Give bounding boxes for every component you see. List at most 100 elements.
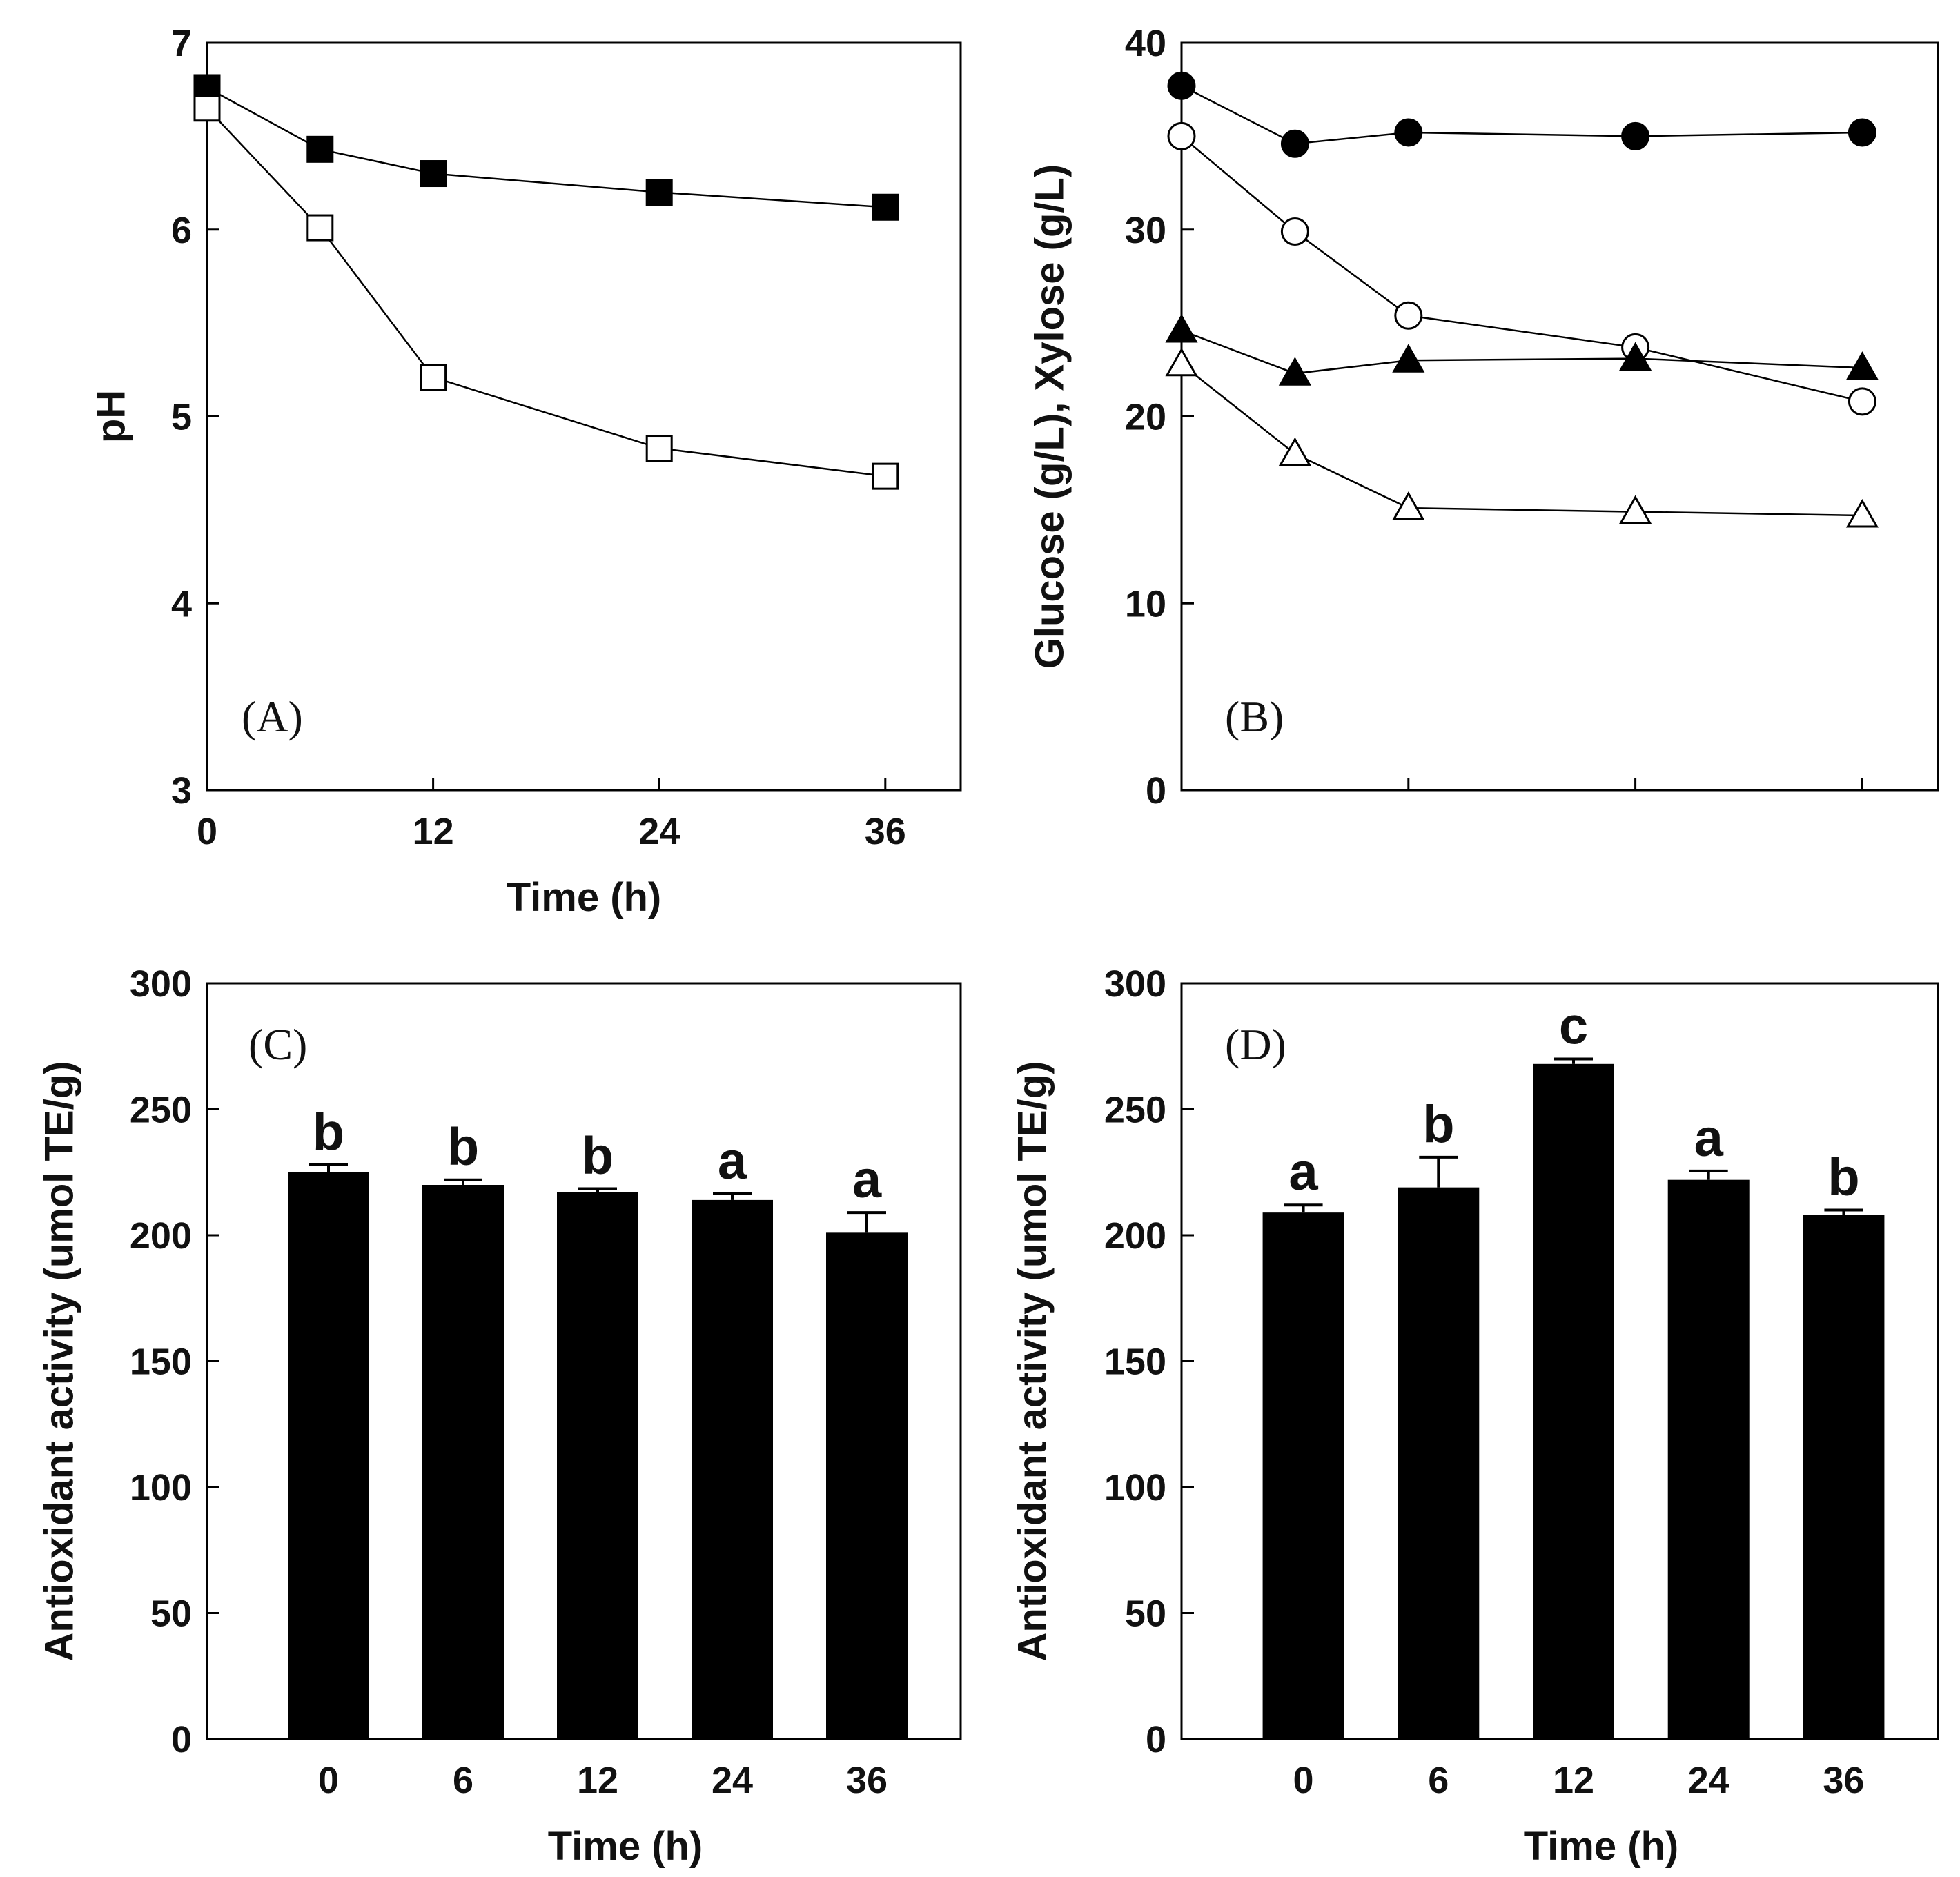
y-axis-title: Antioxidant activity (umol TE/g) xyxy=(1010,1061,1055,1661)
data-point-triangle xyxy=(1619,342,1652,371)
panel-label: (A) xyxy=(242,692,303,741)
series-line xyxy=(1181,329,1863,375)
significance-letter: b xyxy=(1422,1095,1454,1154)
data-point-circle xyxy=(1848,118,1876,147)
data-point-square xyxy=(306,135,334,163)
y-tick-label: 6 xyxy=(171,210,192,251)
bar xyxy=(422,1185,504,1739)
y-tick-label: 3 xyxy=(171,770,192,812)
y-tick-label: 30 xyxy=(1125,210,1166,251)
y-tick-label: 100 xyxy=(130,1467,192,1509)
bar xyxy=(1533,1063,1614,1739)
data-point-triangle xyxy=(1845,498,1879,528)
y-tick-label: 10 xyxy=(1125,583,1166,625)
bar xyxy=(557,1192,638,1739)
x-axis-title: Time (h) xyxy=(548,1824,703,1869)
x-tick-label: 0 xyxy=(197,811,217,852)
series-line xyxy=(1181,85,1863,145)
y-tick-label: 0 xyxy=(171,1719,192,1760)
significance-letter: a xyxy=(1288,1143,1318,1201)
y-tick-label: 7 xyxy=(171,23,192,64)
bar xyxy=(692,1199,773,1739)
x-tick-label: 12 xyxy=(1553,1760,1594,1801)
x-tick-label: 24 xyxy=(638,811,680,852)
y-tick-label: 5 xyxy=(171,397,192,438)
data-point-triangle xyxy=(1619,495,1652,524)
data-point-circle xyxy=(1167,71,1196,100)
bar xyxy=(1398,1187,1480,1739)
series-line xyxy=(1181,135,1863,403)
panel-label: (C) xyxy=(248,1020,307,1069)
data-point-square xyxy=(420,364,447,391)
y-axis-title: pH xyxy=(88,390,133,443)
significance-letter: a xyxy=(852,1150,882,1209)
bar xyxy=(826,1232,908,1739)
significance-letter: b xyxy=(447,1118,479,1177)
y-tick-label: 50 xyxy=(1125,1593,1166,1635)
y-tick-label: 150 xyxy=(1104,1342,1166,1383)
series-line xyxy=(1181,363,1863,517)
y-tick-label: 300 xyxy=(1104,963,1166,1005)
y-axis-title: Glucose (g/L), Xylose (g/L) xyxy=(1027,164,1072,669)
significance-letter: c xyxy=(1559,997,1588,1056)
data-point-triangle xyxy=(1392,344,1425,373)
series-filled-square xyxy=(193,74,899,221)
y-tick-label: 4 xyxy=(171,583,192,625)
y-tick-label: 250 xyxy=(1104,1090,1166,1131)
data-point-triangle xyxy=(1278,437,1311,466)
x-tick-label: 0 xyxy=(1293,1760,1314,1801)
data-point-circle xyxy=(1394,118,1423,147)
significance-letter: b xyxy=(1827,1148,1859,1207)
x-tick-label: 24 xyxy=(1688,1760,1729,1801)
panel-c: 0 50 100 150 200 250 300 Antioxidant activity (… xyxy=(37,963,962,1869)
data-point-triangle xyxy=(1278,357,1311,386)
panel-label: (B) xyxy=(1225,692,1284,741)
y-tick-label: 200 xyxy=(130,1215,192,1257)
x-tick-label: 6 xyxy=(453,1760,473,1801)
bar xyxy=(1262,1212,1344,1739)
x-tick-label: 12 xyxy=(413,811,454,852)
data-point-circle xyxy=(1167,121,1196,150)
y-tick-label: 40 xyxy=(1125,23,1166,64)
significance-letter: b xyxy=(313,1103,344,1161)
bar xyxy=(1667,1179,1750,1739)
data-point-triangle xyxy=(1845,351,1879,380)
panel-b: 0 10 20 30 40 Glucose (g/L), Xylose (g/L) (B) xyxy=(1027,23,1939,812)
significance-letter: b xyxy=(582,1126,614,1185)
data-point-triangle xyxy=(1392,491,1425,520)
series-filled-circle xyxy=(1167,71,1876,158)
data-point-circle xyxy=(1621,121,1650,150)
x-axis-title: Time (h) xyxy=(1524,1824,1679,1869)
x-tick-label: 36 xyxy=(865,811,906,852)
y-tick-label: 150 xyxy=(130,1342,192,1383)
data-point-square xyxy=(193,95,221,122)
y-tick-label: 50 xyxy=(150,1593,192,1635)
series-open-square xyxy=(193,95,899,490)
x-tick-label: 12 xyxy=(577,1760,618,1801)
x-tick-label: 0 xyxy=(318,1760,339,1801)
significance-letter: a xyxy=(718,1132,747,1190)
data-point-circle xyxy=(1848,387,1876,416)
y-tick-label: 0 xyxy=(1146,1719,1166,1760)
series-open-circle xyxy=(1167,121,1876,416)
data-point-triangle xyxy=(1165,313,1198,343)
data-point-square xyxy=(872,462,899,490)
data-point-square xyxy=(872,193,899,221)
data-point-square xyxy=(420,160,447,188)
bar xyxy=(1803,1215,1885,1739)
data-point-square xyxy=(645,179,673,206)
y-tick-label: 100 xyxy=(1104,1467,1166,1509)
panel-a: 3 4 5 6 7 pH Time (h) (A) 0 12 24 36 xyxy=(88,23,962,920)
y-tick-label: 300 xyxy=(130,963,192,1005)
data-point-square xyxy=(645,435,673,462)
x-tick-label: 6 xyxy=(1428,1760,1449,1801)
series-open-triangle xyxy=(1165,347,1879,528)
significance-letter: a xyxy=(1694,1109,1724,1168)
x-axis-title: Time (h) xyxy=(507,875,662,920)
panel-d: 0 50 100 150 200 250 300 Antioxidant activity (… xyxy=(1010,963,1939,1869)
y-tick-label: 200 xyxy=(1104,1215,1166,1257)
data-point-circle xyxy=(1280,217,1309,246)
series-line xyxy=(206,107,885,478)
series-filled-triangle xyxy=(1165,313,1879,386)
